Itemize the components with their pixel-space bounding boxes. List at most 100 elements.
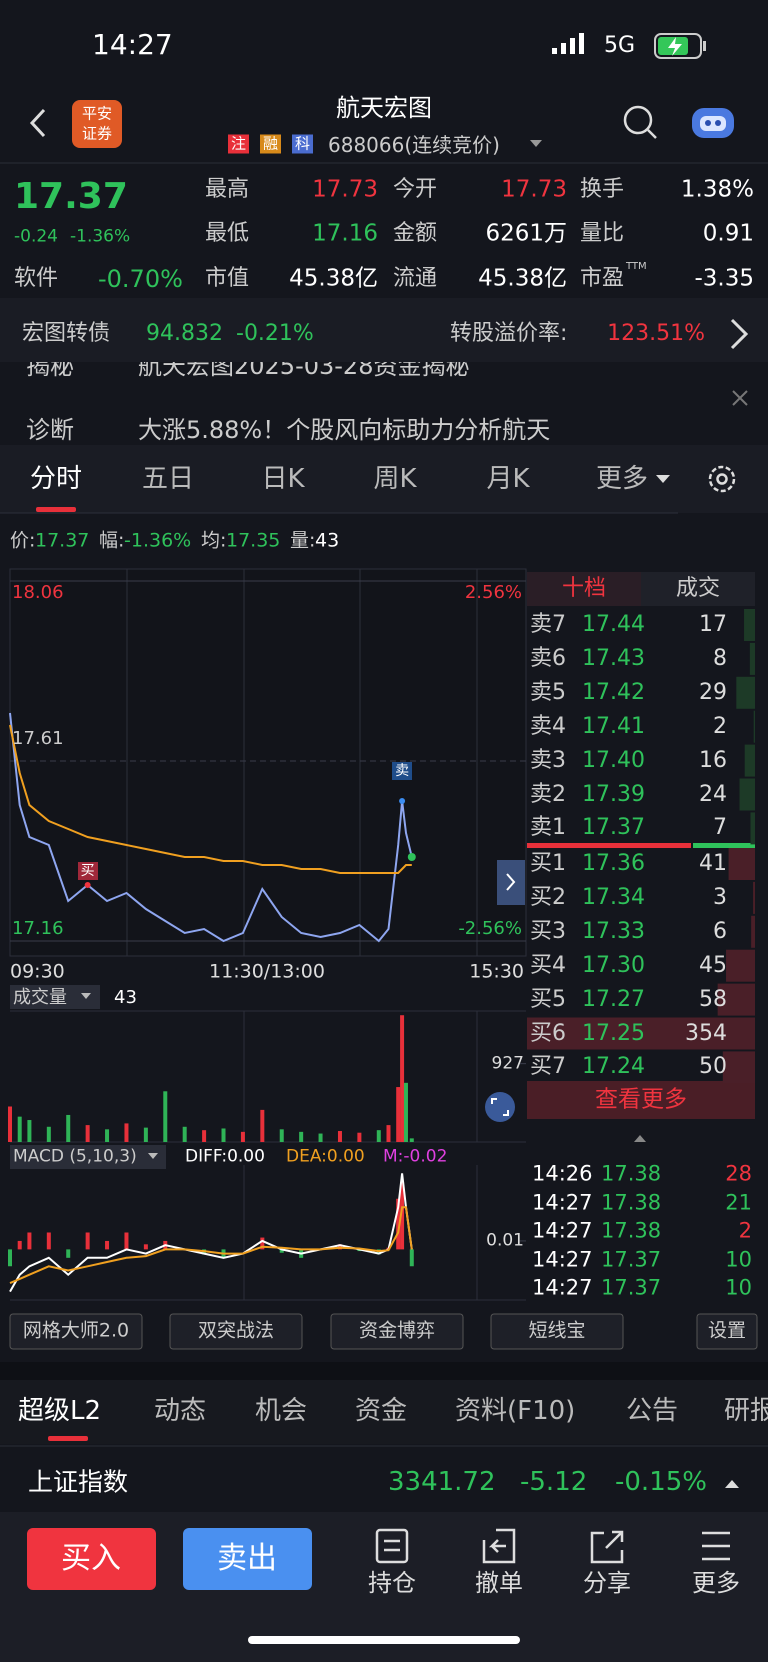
- book-price: 17.39: [582, 781, 645, 807]
- book-level: 卖5: [530, 679, 566, 705]
- bottom-tab[interactable]: 资料(F10): [455, 1396, 576, 1426]
- info-value: 17.35: [226, 529, 281, 552]
- depth-bar: [739, 778, 755, 811]
- bond-price: 94.832: [146, 321, 223, 346]
- order-book-bg: [527, 569, 755, 1300]
- chart-tab[interactable]: 日K: [261, 464, 305, 494]
- book-price: 17.33: [582, 918, 645, 944]
- bottom-tab[interactable]: 机会: [255, 1396, 308, 1426]
- trade-volume: 21: [725, 1190, 752, 1215]
- chart-tab[interactable]: 更多: [595, 464, 649, 494]
- chart-tab[interactable]: 五日: [141, 464, 195, 494]
- info-label: 量:: [290, 529, 316, 552]
- book-tab[interactable]: 十档: [561, 576, 607, 601]
- collapse-arrow[interactable]: [634, 1135, 646, 1142]
- depth-bar: [728, 848, 755, 880]
- network: 5G: [604, 33, 636, 58]
- sector: 软件: [14, 266, 59, 291]
- trade-marker: 卖: [392, 762, 413, 780]
- legend-entry: DEA:0.00: [286, 1146, 365, 1167]
- macd-dropdown[interactable]: [148, 1153, 158, 1159]
- bottom-tab[interactable]: 公告: [626, 1396, 679, 1426]
- tool-button[interactable]: [490, 1313, 624, 1350]
- book-volume: 58: [699, 986, 727, 1012]
- tool-button[interactable]: [9, 1313, 143, 1350]
- field-label: 市值: [205, 266, 250, 291]
- field-label: 市盈: [580, 266, 625, 291]
- volume-dropdown[interactable]: [81, 993, 91, 999]
- index-change-pct: -0.15%: [615, 1467, 707, 1497]
- battery-icon: [654, 33, 706, 59]
- action-label[interactable]: 更多: [692, 1569, 740, 1597]
- volume-bar: [46, 1126, 51, 1142]
- book-volume: 3: [713, 884, 727, 910]
- volume-bar: [8, 1106, 12, 1142]
- robot-button[interactable]: [692, 108, 734, 138]
- tool-label[interactable]: 网格大师2.0: [22, 1319, 130, 1342]
- y-tick-label: 927: [491, 1053, 524, 1074]
- sell-button[interactable]: [183, 1528, 312, 1590]
- more-button-bg[interactable]: [527, 1081, 755, 1119]
- chart-tab[interactable]: 月K: [486, 464, 530, 494]
- book-price: 17.24: [582, 1054, 645, 1080]
- gap: [0, 1362, 768, 1380]
- news-ticker[interactable]: 揭秘 航天宏图2025-03-28资金揭秘 诊断 大涨5.88%！个股风向标助力分析航…: [0, 362, 720, 445]
- tool-button[interactable]: [330, 1313, 464, 1350]
- bottom-tab[interactable]: 动态: [154, 1396, 207, 1426]
- action-label[interactable]: 分享: [583, 1569, 631, 1597]
- info-label: 均:: [201, 529, 227, 552]
- info-label: 价:: [10, 529, 36, 552]
- tool-button[interactable]: [696, 1313, 758, 1350]
- trade-price: 17.37: [601, 1247, 662, 1272]
- back-button[interactable]: [29, 108, 46, 138]
- dropdown-arrow[interactable]: [530, 140, 542, 147]
- chart-tab[interactable]: 周K: [373, 464, 417, 494]
- trade-volume: 10: [725, 1275, 752, 1300]
- news-text: 航天宏图2025-03-28资金揭秘: [138, 362, 470, 380]
- volume-bar: [105, 1129, 110, 1142]
- close-news[interactable]: [732, 390, 748, 406]
- chart-tab[interactable]: 分时: [29, 464, 83, 494]
- tool-label[interactable]: 设置: [707, 1319, 747, 1342]
- change-pct: -1.36%: [70, 226, 131, 247]
- action-label[interactable]: 撤单: [475, 1569, 523, 1597]
- book-tab[interactable]: 成交: [675, 576, 721, 601]
- book-price: 17.34: [582, 884, 645, 910]
- macd-bar: [409, 1249, 414, 1267]
- more-button[interactable]: 查看更多: [595, 1086, 687, 1113]
- book-price: 17.43: [582, 645, 645, 671]
- tag: 科: [292, 134, 314, 154]
- action-label[interactable]: 持仓: [368, 1569, 416, 1597]
- action-icons: [375, 1528, 730, 1564]
- search-button[interactable]: [623, 105, 657, 139]
- settings-button[interactable]: [708, 465, 736, 493]
- tab-bar-bg: [0, 445, 768, 513]
- bottom-tab[interactable]: 超级L2: [18, 1396, 102, 1426]
- legend-entry: DIFF:0.00: [185, 1146, 265, 1167]
- tool-label[interactable]: 双突战法: [197, 1319, 275, 1342]
- tool-label[interactable]: 资金博弈: [358, 1319, 436, 1342]
- depth-bar: [726, 949, 755, 982]
- bond-arrow[interactable]: [730, 318, 749, 350]
- expand-panel-button[interactable]: [497, 860, 525, 905]
- depth-bar: [744, 744, 755, 777]
- sector-change: -0.70%: [98, 265, 183, 293]
- info-value: 43: [315, 529, 340, 552]
- more-arrow[interactable]: [656, 475, 670, 483]
- bottom-tab[interactable]: 研报: [724, 1396, 768, 1426]
- buy-button[interactable]: [27, 1528, 156, 1590]
- buy-ratio-bar: [527, 843, 691, 848]
- tool-label[interactable]: 短线宝: [528, 1319, 586, 1342]
- bond-change: -0.21%: [236, 321, 314, 346]
- fullscreen-button[interactable]: [485, 1092, 515, 1122]
- bottom-tab[interactable]: 资金: [355, 1396, 408, 1426]
- expand-arrow: [506, 873, 516, 891]
- current-volume: 43: [114, 987, 137, 1008]
- bond-name: 宏图转债: [22, 321, 111, 346]
- buy-label[interactable]: 买入: [61, 1541, 121, 1576]
- sell-label[interactable]: 卖出: [217, 1541, 277, 1576]
- index-toggle[interactable]: [725, 1480, 739, 1488]
- bond-row-bg: [0, 298, 768, 362]
- info-label: 幅:: [99, 529, 125, 552]
- tool-button[interactable]: [169, 1313, 303, 1350]
